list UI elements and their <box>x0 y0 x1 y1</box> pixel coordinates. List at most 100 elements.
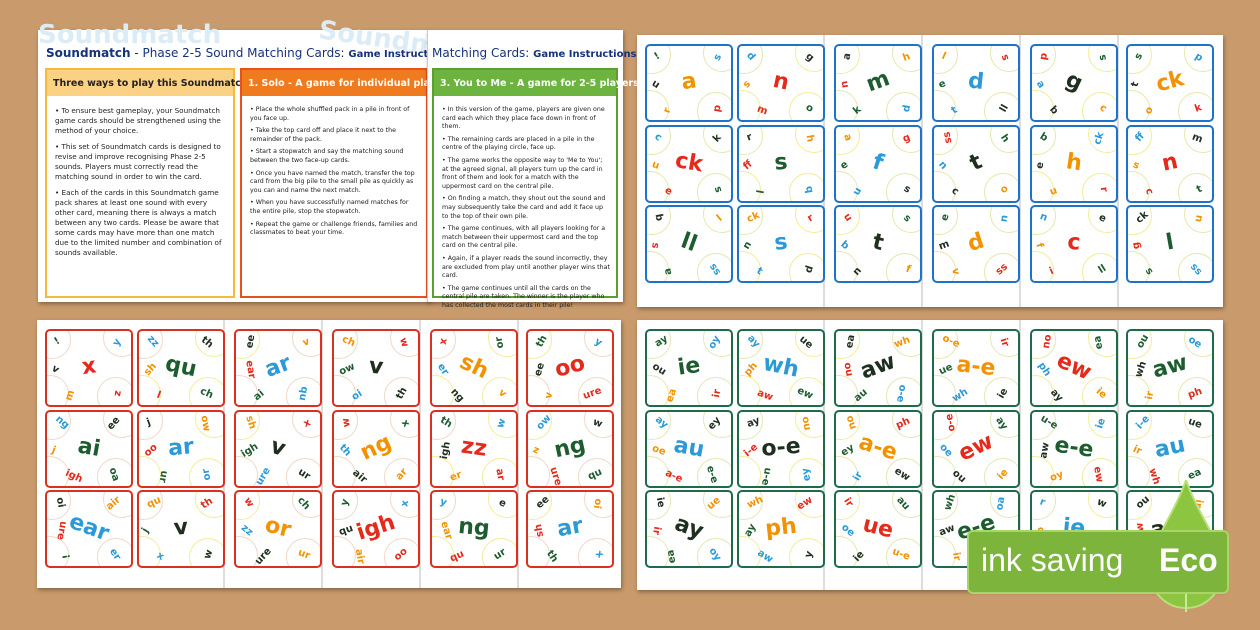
decorative-circle <box>703 412 731 438</box>
instruction-item: Once you have named the match, transfer … <box>250 170 420 196</box>
decorative-circle <box>934 375 956 405</box>
card-main-sound: ck <box>673 148 705 178</box>
card-small-sound: qu <box>296 385 310 402</box>
card-small-sound: w <box>340 416 353 429</box>
decorative-circle <box>789 377 823 405</box>
card-small-sound: ir <box>950 551 963 562</box>
decorative-circle <box>286 377 320 405</box>
card-small-sound: oi <box>53 496 67 509</box>
sound-card: v sh x igh ure ur <box>234 410 322 488</box>
decorative-circle <box>103 331 131 357</box>
sound-card: v qu th j x w <box>137 490 225 568</box>
card-main-sound: ar <box>555 513 585 543</box>
instruction-item: To ensure best gameplay, your Soundmatch… <box>55 106 227 136</box>
decorative-circle <box>1082 253 1116 281</box>
decorative-circle <box>1128 251 1150 281</box>
card-small-sound: wh <box>1133 360 1149 379</box>
sound-card: ie ay oy ou ea ir <box>645 329 733 407</box>
decorative-circle <box>703 331 731 357</box>
instruction-item: Start a stopwatch and say the matching s… <box>250 148 420 165</box>
card-small-sound: ey <box>799 466 813 483</box>
decorative-circle <box>97 377 131 405</box>
card-main-sound: ph <box>764 513 798 542</box>
instruction-item: This set of Soundmatch cards is designed… <box>55 142 227 182</box>
card-small-sound: v <box>49 363 61 376</box>
decorative-circle <box>1178 377 1212 405</box>
decorative-circle <box>703 46 731 72</box>
page-divider <box>1117 320 1119 590</box>
card-small-sound: ur <box>156 469 170 484</box>
sound-card: aw ea wh ou au o-e <box>834 329 922 407</box>
decorative-circle <box>1088 46 1116 72</box>
card-small-sound: s <box>1131 159 1141 172</box>
decorative-circle <box>934 171 956 201</box>
decorative-circle <box>789 458 823 486</box>
card-small-sound: u <box>650 159 661 172</box>
decorative-circle <box>578 538 612 566</box>
sound-card: ar j ow oo ur or <box>137 410 225 488</box>
card-main-sound: h <box>1064 149 1084 177</box>
card-small-sound: ea <box>665 548 679 565</box>
decorative-circle <box>528 456 550 486</box>
decorative-circle <box>1082 92 1116 120</box>
instruction-item: Place the whole shuffled pack in a pile … <box>250 106 420 123</box>
decorative-circle <box>482 538 516 566</box>
decorative-circle <box>795 492 823 518</box>
ink-saving-badge: ink saving Eco <box>967 530 1229 594</box>
card-small-sound: ou <box>841 361 855 378</box>
sound-card: ai ng ee j igh oa <box>45 410 133 488</box>
card-main-sound: sh <box>455 349 493 385</box>
card-small-sound: aw <box>937 522 957 539</box>
title-main: Matching Cards: <box>432 46 534 60</box>
page-divider <box>419 320 421 588</box>
card-small-sound: j <box>50 444 58 457</box>
instructions-page-1: Soundmatch Soundmatch Soundmatch - Phase… <box>38 15 502 302</box>
eco-label: Eco <box>1159 542 1218 578</box>
sound-card: ck s p t o k <box>1126 44 1214 122</box>
card-small-sound: sh <box>532 523 547 538</box>
decorative-circle <box>892 127 920 153</box>
decorative-circle <box>1082 173 1116 201</box>
card-small-sound: t <box>1129 80 1142 89</box>
decorative-circle <box>1082 377 1116 405</box>
decorative-circle <box>384 377 418 405</box>
sound-card: ll b l s a ss <box>645 205 733 283</box>
card-small-sound: e <box>937 78 948 91</box>
decorative-circle <box>1178 173 1212 201</box>
decorative-circle <box>189 377 223 405</box>
sound-card: or w ch zz ure ur <box>234 490 322 568</box>
sound-card: c n e f i ll <box>1030 205 1118 283</box>
sound-card: igh y x qu air oo <box>332 490 420 568</box>
decorative-circle <box>886 173 920 201</box>
card-small-sound: ea <box>664 387 680 404</box>
instruction-item: Take the top card off and place it next … <box>250 127 420 144</box>
card-main-sound: or <box>262 512 294 544</box>
decorative-circle <box>139 536 161 566</box>
decorative-circle <box>189 538 223 566</box>
sound-card: ph wh ew ay aw y <box>737 490 825 568</box>
decorative-circle <box>103 492 131 518</box>
sound-card: ay ie ue ir ea oy <box>645 490 733 568</box>
decorative-circle <box>789 538 823 566</box>
decorative-circle <box>934 251 956 281</box>
card-small-sound: ! <box>61 553 74 560</box>
card-main-sound: v <box>367 353 385 380</box>
card-sheet-phase2: a! s u r p n d g s m o m a h u k p d l s e t ll g d s a b c ck s p t o k ck… <box>637 35 1223 307</box>
sound-card: wh ay ue ph aw ew <box>737 329 825 407</box>
decorative-circle <box>984 377 1018 405</box>
decorative-circle <box>292 331 320 357</box>
decorative-circle <box>892 46 920 72</box>
sound-card: ng ow w z ure qu <box>526 410 614 488</box>
card-small-sound: g <box>1130 241 1143 250</box>
card-small-sound: ir <box>650 525 663 536</box>
decorative-circle <box>584 492 612 518</box>
card-small-sound: f <box>1033 241 1046 250</box>
sound-card: e-e u-e ie aw oy ew <box>1030 410 1118 488</box>
page-divider <box>1019 320 1021 590</box>
decorative-circle <box>990 46 1018 72</box>
instruction-item: Repeat the game or challenge friends, fa… <box>250 221 420 238</box>
watermark: Soundmatch <box>38 20 222 50</box>
card-main-sound: e-e <box>1052 432 1096 463</box>
